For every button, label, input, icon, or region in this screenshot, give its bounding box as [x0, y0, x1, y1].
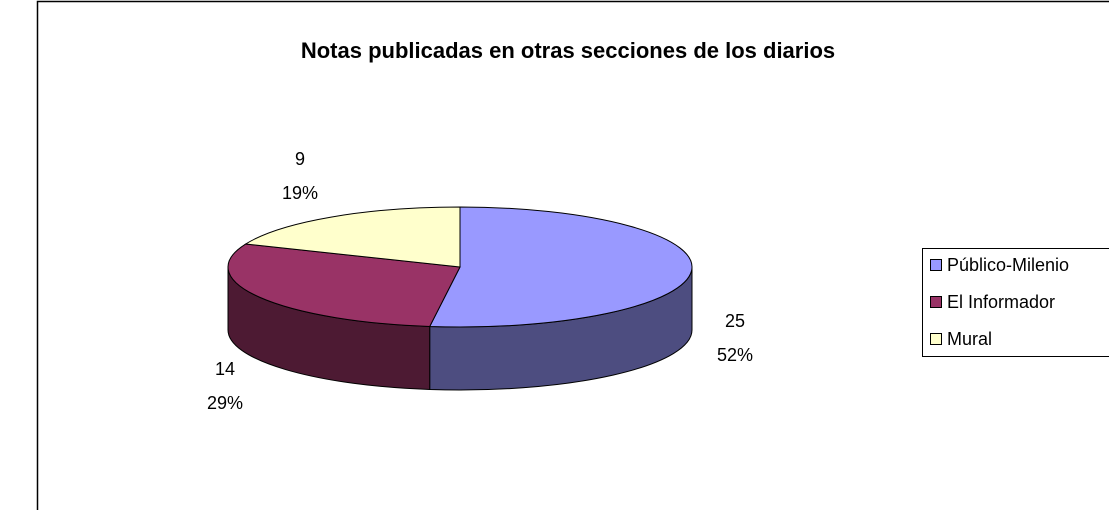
- pie-slice: [428, 206, 693, 328]
- legend-box: [922, 248, 1109, 357]
- legend-label: Mural: [947, 329, 992, 349]
- percent-label: 19%: [282, 183, 318, 203]
- data-label: 9: [295, 149, 305, 169]
- data-label: 25: [725, 311, 745, 331]
- pie-slice: [244, 206, 461, 268]
- legend-label: Público-Milenio: [947, 255, 1069, 275]
- legend-swatch: [930, 333, 942, 345]
- pie-slice: [227, 243, 461, 327]
- data-label: 14: [215, 359, 235, 379]
- chart-title: Notas publicadas en otras secciones de l…: [301, 38, 835, 63]
- legend-label: El Informador: [947, 292, 1055, 312]
- legend-swatch: [930, 296, 942, 308]
- legend-swatch: [930, 259, 942, 271]
- percent-label: 52%: [717, 345, 753, 365]
- percent-label: 29%: [207, 393, 243, 413]
